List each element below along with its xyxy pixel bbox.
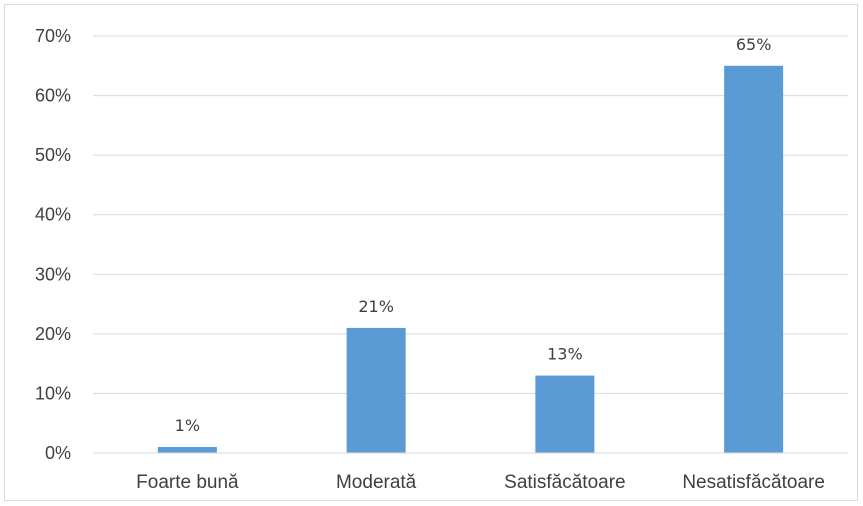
chart-frame [4, 4, 858, 501]
y-tick-label: 50% [35, 145, 71, 165]
data-label: 13% [547, 345, 583, 364]
x-category-label: Foarte bună [136, 472, 239, 493]
y-tick-label: 70% [35, 26, 71, 46]
data-label: 1% [175, 416, 200, 435]
data-label: 21% [358, 297, 394, 316]
x-axis-category-labels: Foarte bună Moderată Satisfăcătoare Nesatis… [136, 472, 825, 493]
y-axis-tick-labels: 0% 10% 20% 30% 40% 50% 60% 70% [35, 26, 71, 463]
data-label: 65% [736, 35, 772, 54]
y-tick-label: 40% [35, 205, 71, 225]
y-tick-label: 60% [35, 86, 71, 106]
data-labels: 1% 21% 13% 65% [175, 35, 772, 435]
y-tick-label: 0% [45, 443, 71, 463]
bar [157, 447, 217, 453]
gridlines [93, 35, 848, 394]
bar [724, 65, 784, 454]
x-category-label: Satisfăcătoare [504, 472, 625, 493]
x-category-label: Nesatisfăcătoare [682, 472, 825, 493]
x-category-label: Moderată [336, 472, 417, 493]
bar [346, 327, 406, 453]
bars [157, 65, 784, 454]
bar [535, 375, 595, 453]
y-tick-label: 20% [35, 324, 71, 344]
y-tick-label: 30% [35, 264, 71, 284]
y-tick-label: 10% [35, 383, 71, 403]
